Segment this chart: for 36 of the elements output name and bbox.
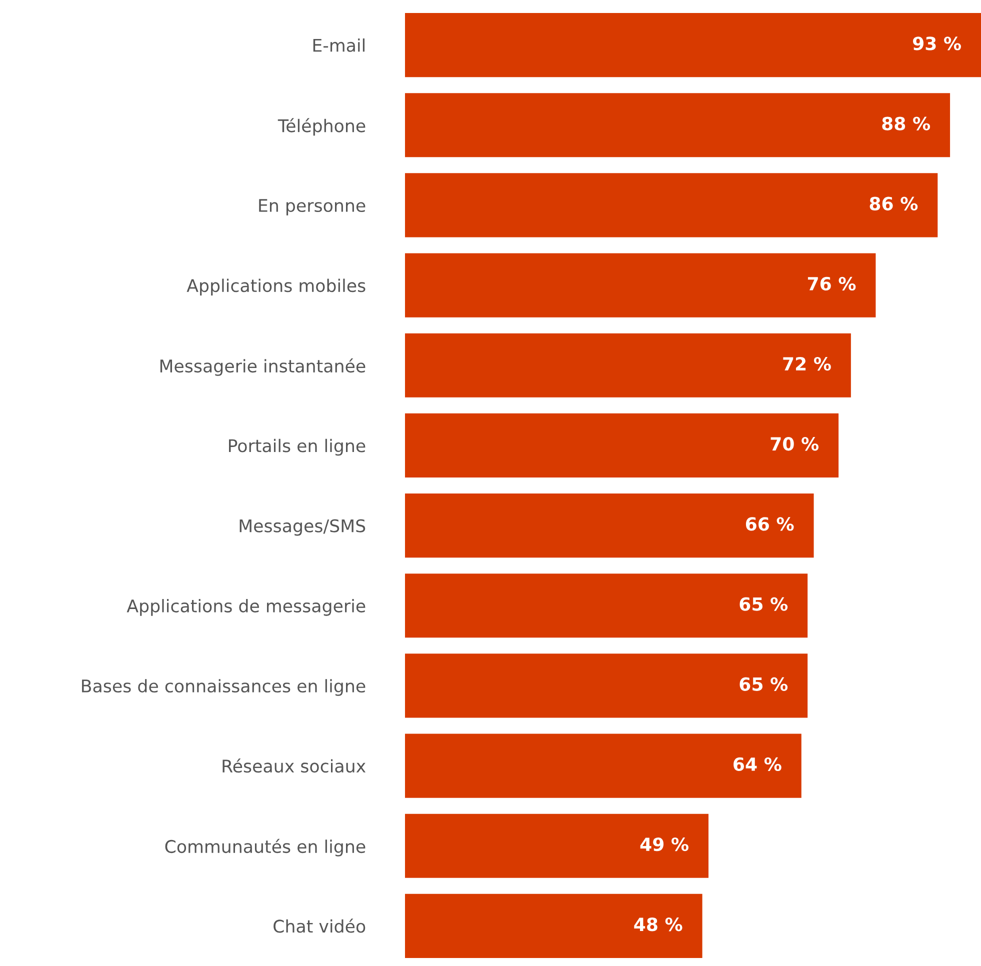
bar <box>405 814 708 878</box>
bar <box>405 253 876 318</box>
data-label: 93 % <box>912 36 961 50</box>
data-label: 49 % <box>640 837 688 852</box>
bar <box>405 333 851 398</box>
y-tick-label: Applications mobiles <box>186 278 366 296</box>
y-tick-label: Portails en ligne <box>229 438 366 456</box>
y-tick-label: Bases de connaissances en ligne <box>82 679 366 696</box>
bar <box>405 93 950 158</box>
data-label: 66 % <box>746 517 794 531</box>
y-tick-label: Réseaux sociaux <box>222 758 366 773</box>
y-tick-label: Communautés en ligne <box>165 838 366 856</box>
bar <box>405 13 981 78</box>
data-label: 70 % <box>770 437 819 451</box>
y-tick-label: Applications de messagerie <box>126 599 366 616</box>
data-label: 76 % <box>808 276 856 291</box>
bar <box>405 574 808 638</box>
data-label: 65 % <box>740 597 788 611</box>
y-tick-label: Messages/SMS <box>240 519 366 536</box>
bar <box>405 413 839 478</box>
y-tick-label: Téléphone <box>278 118 366 136</box>
bar <box>405 734 802 798</box>
bar <box>405 173 938 238</box>
y-tick-label: En personne <box>259 199 366 216</box>
y-tick-label: E-mail <box>313 38 364 52</box>
data-label: 88 % <box>882 116 930 130</box>
data-label: 65 % <box>740 677 788 691</box>
data-label: 48 % <box>634 918 682 932</box>
y-tick-label: Messagerie instantanée <box>160 358 366 376</box>
data-label: 86 % <box>870 196 918 210</box>
data-label: 64 % <box>734 757 782 772</box>
y-tick-label: Chat vidéo <box>274 918 366 933</box>
data-label: 72 % <box>783 356 831 371</box>
bar <box>405 894 702 958</box>
bar <box>405 494 814 558</box>
bar <box>405 654 808 718</box>
